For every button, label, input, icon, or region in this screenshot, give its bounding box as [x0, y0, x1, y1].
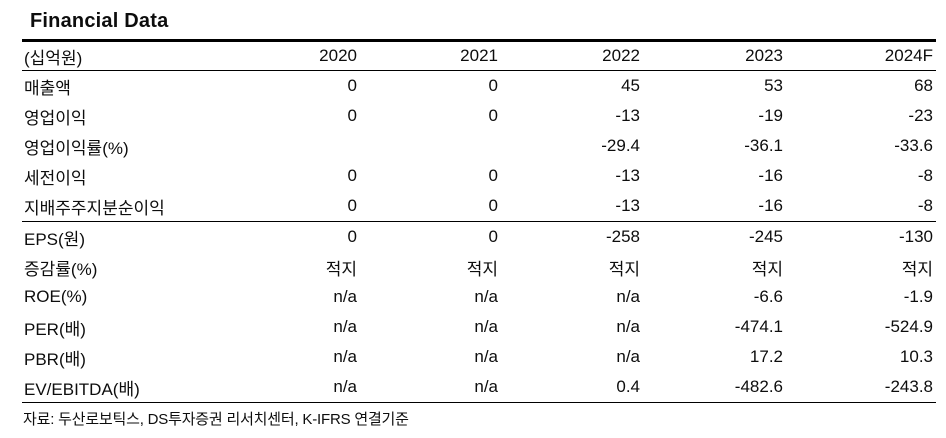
cell-value: -16 — [758, 166, 783, 185]
cell-value: 45 — [621, 76, 640, 95]
table-row: PBR(배) n/a n/a n/a 17.2 10.3 — [22, 342, 936, 372]
table-row: PER(배) n/a n/a n/a -474.1 -524.9 — [22, 312, 936, 342]
cell-value: -243.8 — [884, 377, 933, 396]
table-row: ROE(%) n/a n/a n/a -6.6 -1.9 — [22, 282, 936, 312]
cell-value: 0 — [347, 76, 357, 95]
col-header-2021: 2021 — [357, 40, 498, 71]
page-title: Financial Data — [30, 10, 169, 32]
cell-value: n/a — [333, 317, 357, 336]
cell-value: n/a — [333, 347, 357, 366]
cell-value: -130 — [783, 221, 936, 252]
cell-value — [216, 131, 357, 161]
cell-value: 68 — [914, 76, 933, 95]
cell-value: n/a — [474, 317, 498, 336]
row-label: 매출액 — [24, 78, 71, 98]
cell-value: n/a — [616, 347, 640, 366]
col-header-2023: 2023 — [640, 40, 783, 71]
cell-value: -13 — [615, 166, 640, 185]
row-label: 지배주주지분순이익 — [24, 198, 165, 218]
table-row: 지배주주지분순이익 0 0 -13 -16 -8 — [22, 191, 936, 222]
cell-value: 0 — [347, 196, 357, 215]
cell-value: 0 — [488, 166, 498, 185]
row-label: EV/EBITDA(배) — [24, 379, 140, 399]
table-header-row: (십억원) 2020 2021 2022 2023 2024F — [22, 40, 936, 71]
cell-value: -33.6 — [894, 136, 933, 155]
row-label: EPS(원) — [22, 221, 216, 252]
table-row: 매출액 0 0 45 53 68 — [22, 71, 936, 102]
table-row: 증감률(%) 적지 적지 적지 적지 적지 — [22, 252, 936, 282]
unit-label: (십억원) — [22, 40, 216, 71]
cell-value: 0 — [488, 76, 498, 95]
cell-value: -23 — [908, 106, 933, 125]
table-body: 매출액 0 0 45 53 68 영업이익 0 0 -13 -19 -23 영업… — [22, 71, 936, 403]
row-label: 영업이익 — [24, 108, 87, 128]
cell-value: -524.9 — [884, 317, 933, 336]
cell-value: n/a — [474, 377, 498, 396]
cell-value: -8 — [917, 196, 933, 215]
row-label: 세전이익 — [24, 168, 87, 188]
row-label: PBR(배) — [24, 349, 86, 369]
cell-value: -245 — [640, 221, 783, 252]
table-row: 세전이익 0 0 -13 -16 -8 — [22, 161, 936, 191]
cell-value: 적지 — [608, 259, 640, 279]
cell-value — [357, 131, 498, 161]
cell-value: 적지 — [901, 259, 933, 279]
cell-value: -16 — [758, 196, 783, 215]
cell-value: -29.4 — [601, 136, 640, 155]
cell-value: -8 — [917, 166, 933, 185]
cell-value: n/a — [474, 347, 498, 366]
cell-value: 10.3 — [899, 347, 933, 366]
cell-value: n/a — [333, 377, 357, 396]
cell-value: -13 — [615, 106, 640, 125]
cell-value: n/a — [616, 287, 640, 306]
cell-value: 0 — [347, 166, 357, 185]
cell-value: -474.1 — [734, 317, 783, 336]
cell-value: n/a — [474, 287, 498, 306]
cell-value: n/a — [616, 317, 640, 336]
source-note: 자료: 두산로보틱스, DS투자증권 리서치센터, K-IFRS 연결기준 — [23, 411, 409, 428]
cell-value: -19 — [758, 106, 783, 125]
cell-value: 53 — [764, 76, 783, 95]
row-label: ROE(%) — [24, 287, 88, 306]
cell-value: 0 — [488, 196, 498, 215]
cell-value: 0 — [488, 106, 498, 125]
cell-value: 0.4 — [616, 377, 640, 396]
cell-value: -6.6 — [753, 287, 783, 306]
cell-value: -1.9 — [903, 287, 933, 306]
col-header-2020: 2020 — [216, 40, 357, 71]
cell-value: -258 — [498, 221, 640, 252]
table-row: EV/EBITDA(배) n/a n/a 0.4 -482.6 -243.8 — [22, 372, 936, 403]
financial-data-table: (십억원) 2020 2021 2022 2023 2024F 매출액 0 0 … — [22, 39, 936, 403]
cell-value: n/a — [333, 287, 357, 306]
row-label: 영업이익률(%) — [24, 138, 129, 158]
cell-value: -482.6 — [734, 377, 783, 396]
cell-value: 0 — [216, 221, 357, 252]
cell-value: 0 — [357, 221, 498, 252]
table-row: 영업이익률(%) -29.4 -36.1 -33.6 — [22, 131, 936, 161]
cell-value: -13 — [615, 196, 640, 215]
cell-value: 적지 — [466, 259, 498, 279]
col-header-2022: 2022 — [498, 40, 640, 71]
cell-value: 0 — [347, 106, 357, 125]
cell-value: 적지 — [325, 259, 357, 279]
row-label: 증감률(%) — [24, 259, 98, 279]
row-label: PER(배) — [24, 319, 86, 339]
cell-value: 17.2 — [749, 347, 783, 366]
cell-value: -36.1 — [744, 136, 783, 155]
table-row: EPS(원) 0 0 -258 -245 -130 — [22, 221, 936, 252]
col-header-2024f: 2024F — [783, 40, 936, 71]
cell-value: 적지 — [751, 259, 783, 279]
table-row: 영업이익 0 0 -13 -19 -23 — [22, 101, 936, 131]
